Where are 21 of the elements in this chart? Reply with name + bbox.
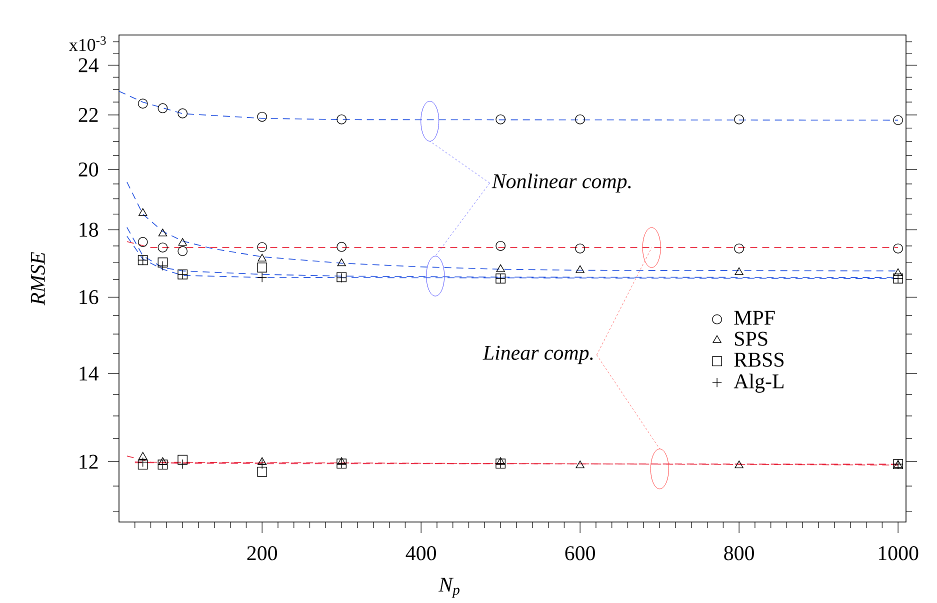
y-tick-label: 22	[78, 108, 98, 122]
x-tick-label: 400	[406, 546, 436, 560]
x-tick-label: 800	[724, 546, 754, 560]
x-axis-title: N$_{p}$	[438, 578, 460, 598]
y-tick-label: 14	[80, 366, 99, 380]
x-tick-label: 600	[565, 546, 595, 560]
x-tick-label: 1000	[878, 546, 918, 560]
legend-label: MPF	[734, 310, 775, 325]
y-tick-label: 24	[78, 58, 99, 72]
y-tick-label: 16	[80, 290, 98, 304]
legend-label: Alg-L	[734, 374, 784, 393]
y-axis-title: RMSE	[30, 252, 45, 306]
legend-label: RBSS	[734, 352, 784, 367]
y-tick-label: 18	[80, 222, 98, 237]
y-tick-label: 12	[80, 454, 98, 469]
y-tick-label: 20	[78, 162, 98, 177]
annotation: Linear comp.	[482, 346, 593, 364]
legend-label: SPS	[735, 332, 768, 346]
x-tick-label: 200	[247, 546, 277, 560]
text: x10$^{-3}$	[69, 36, 106, 51]
annotation: Nonlinear comp.	[492, 174, 631, 193]
